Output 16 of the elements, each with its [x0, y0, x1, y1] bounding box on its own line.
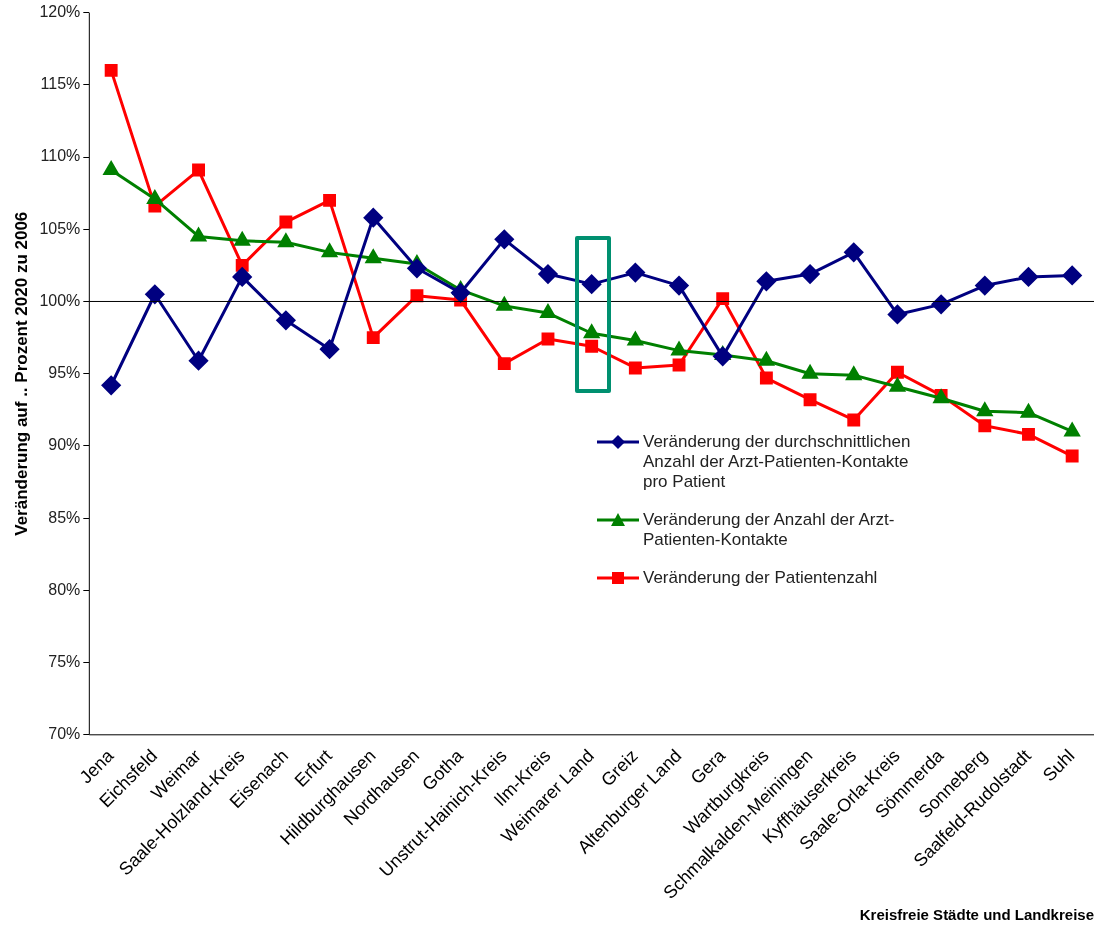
y-tick-label: 105% [39, 219, 81, 237]
y-tick-label: 100% [39, 291, 81, 309]
y-tick-label: 120% [39, 3, 81, 21]
y-tick-label: 115% [40, 75, 81, 93]
y-tick-label: 110% [40, 147, 81, 165]
legend-label: Veränderung der Patientenzahl [643, 568, 878, 588]
y-axis-title: Veränderung auf .. Prozent 2020 zu 2006 [11, 211, 31, 536]
y-tick-label: 85% [48, 508, 81, 526]
y-tick-label: 95% [48, 364, 81, 382]
y-tick-label: 75% [48, 653, 81, 670]
y-tick-label: 70% [48, 725, 81, 743]
y-tick-label: 90% [48, 436, 81, 454]
legend-label: Veränderung der Anzahl der Arzt-Patienten-Kontakte [643, 510, 896, 550]
y-tick-label: 80% [48, 580, 81, 598]
x-axis-title: Kreisfreie Städte und Landkreise [859, 906, 1094, 924]
legend-label: Veränderung der durchschnittlichen Anzahl der Arzt-Patienten-Kontakte pro Patient [643, 432, 912, 492]
